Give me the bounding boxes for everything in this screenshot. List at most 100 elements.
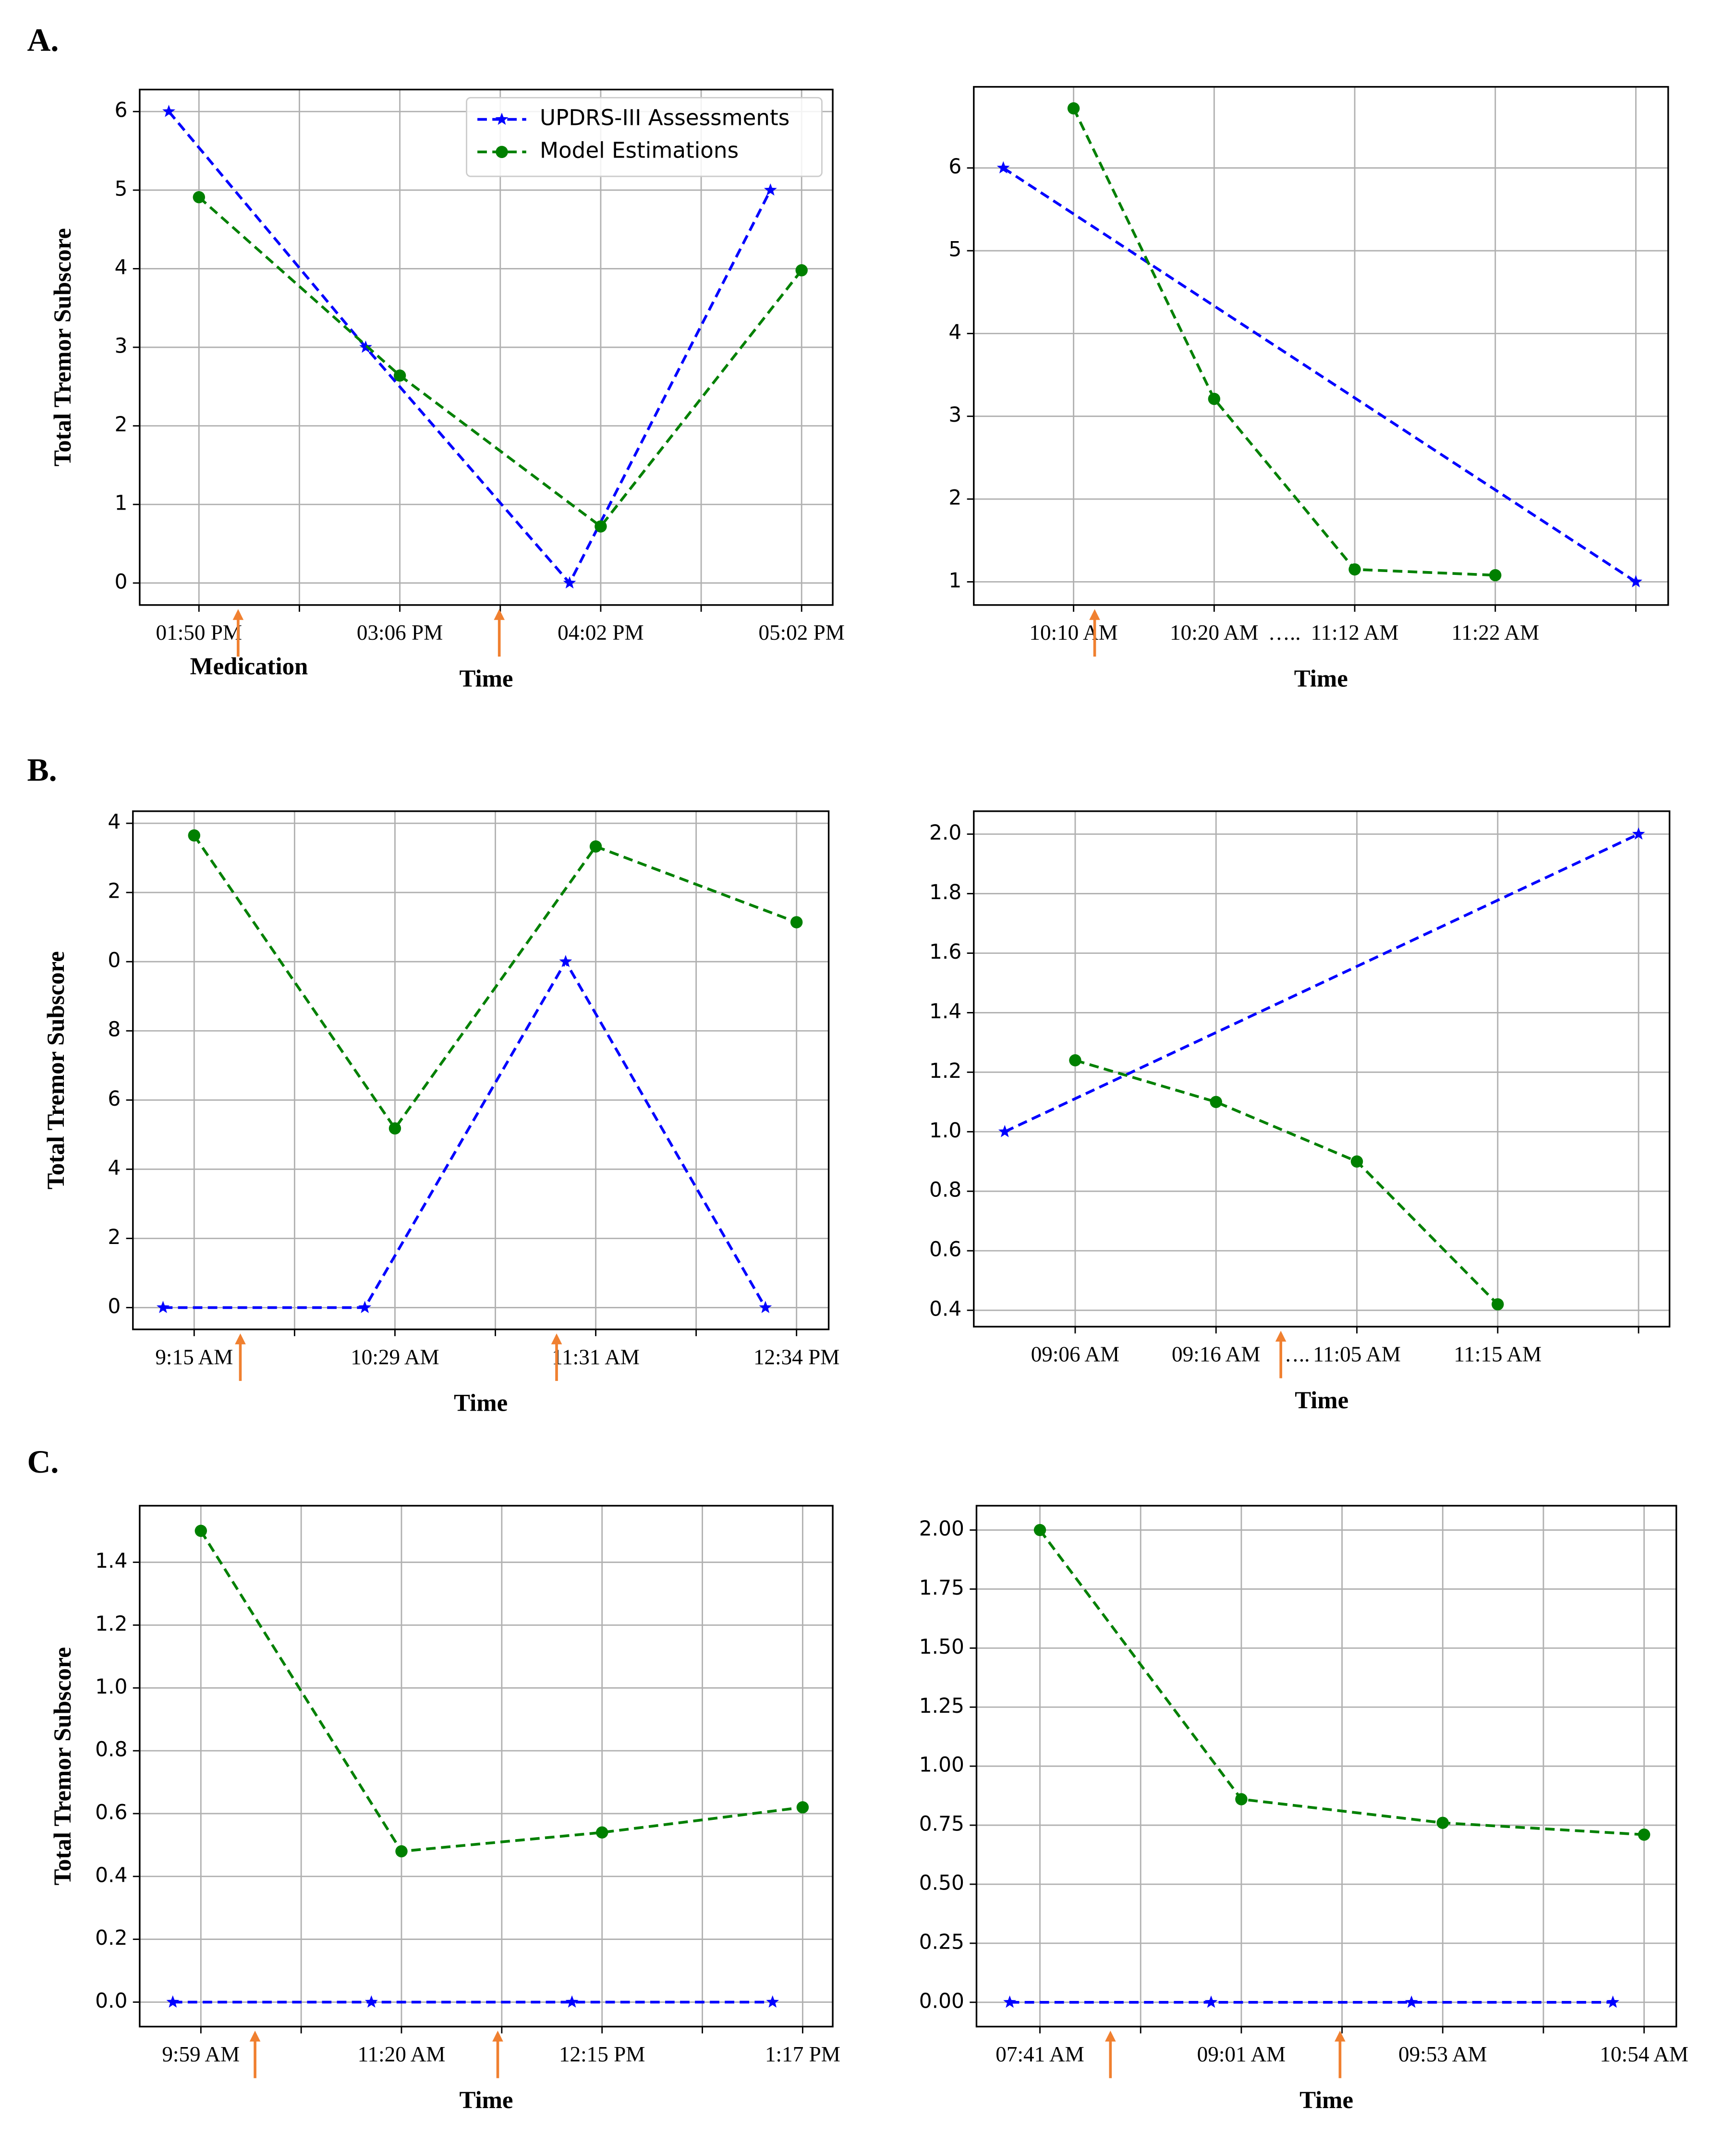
circle-marker — [388, 1122, 401, 1135]
y-tick-label: 0 — [108, 949, 121, 972]
x-tick-label: 10:20 AM — [1170, 621, 1258, 645]
y-tick-label: 1.4 — [929, 1000, 961, 1023]
x-axis-label: Time — [1299, 2086, 1353, 2113]
x-tick-label: 03:06 PM — [357, 621, 443, 645]
plot-frame — [973, 86, 1669, 606]
y-tick-label: 1.6 — [929, 940, 961, 963]
arrow-head — [1335, 2030, 1346, 2042]
y-tick-label: 1 — [115, 491, 128, 515]
x-tick-label: 11:05 AM — [1313, 1342, 1401, 1366]
y-tick-label: 5 — [115, 177, 128, 200]
series-line — [199, 1530, 803, 1853]
subplot: 1 2 3 4 5 6 10:10 AM 10:20 AM 11:12 AM 11:22 AM ….… — [948, 86, 1669, 692]
y-tick-label: 0.4 — [95, 1863, 127, 1887]
y-tick-label: 4 — [108, 810, 121, 834]
y-tick-label: 2.00 — [919, 1517, 964, 1540]
panel-label: B. — [27, 752, 57, 788]
circle-marker — [188, 829, 201, 842]
series-line — [1039, 1529, 1644, 1836]
star-marker — [1629, 575, 1642, 587]
y-tick-label: 3 — [115, 334, 128, 358]
star-marker — [1632, 827, 1645, 840]
arrow-head — [1089, 609, 1100, 620]
x-tick-label: 9:59 AM — [162, 2042, 240, 2066]
y-tick-label: 2 — [948, 486, 961, 510]
circle-marker — [1348, 563, 1361, 576]
y-tick-label: 6 — [948, 155, 961, 178]
series-line — [1002, 167, 1637, 583]
y-tick-label: 1.75 — [919, 1576, 964, 1599]
circle-marker — [393, 369, 406, 382]
star-marker — [766, 1995, 779, 2008]
x-tick-label: 11:12 AM — [1311, 621, 1399, 645]
y-tick-label: 1.4 — [95, 1549, 127, 1573]
circle-marker — [595, 520, 607, 533]
series-line — [168, 110, 772, 585]
y-axis-label: Total Tremor Subscore — [49, 228, 76, 466]
arrow-head — [492, 2030, 503, 2042]
y-tick-label: 0.6 — [95, 1800, 127, 1824]
legend-box — [466, 97, 823, 177]
x-tick-label: 10:10 AM — [1029, 621, 1117, 645]
x-tick-label: 11:15 AM — [1454, 1342, 1542, 1366]
star-marker — [1606, 1995, 1620, 2008]
circle-marker — [194, 1524, 207, 1537]
circle-marker — [193, 191, 206, 204]
y-tick-label: 0.8 — [95, 1738, 127, 1761]
axis-break: ….. — [1268, 621, 1301, 645]
arrow-head — [249, 2030, 261, 2042]
plot-frame — [975, 1505, 1677, 2028]
y-tick-label: 3 — [948, 403, 961, 427]
axis-break: ….. — [1277, 1342, 1310, 1366]
circle-marker — [1350, 1155, 1363, 1168]
y-tick-label: 4 — [948, 320, 961, 344]
x-axis-label: Time — [1294, 665, 1348, 692]
star-marker — [996, 161, 1010, 174]
y-tick-label: 1.2 — [929, 1059, 961, 1083]
y-tick-label: 4 — [115, 256, 128, 279]
y-tick-label: 0.50 — [919, 1871, 964, 1894]
x-tick-label: 07:41 AM — [995, 2042, 1084, 2066]
y-axis-label: Total Tremor Subscore — [42, 951, 69, 1189]
star-marker — [1204, 1995, 1218, 2008]
y-axis-label: Total Tremor Subscore — [49, 1647, 76, 1885]
star-marker — [1405, 1995, 1418, 2008]
y-tick-label: 0.6 — [929, 1238, 961, 1261]
circle-marker — [796, 1801, 809, 1814]
plot-frame — [139, 88, 834, 606]
subplot: 0.4 0.6 0.8 1.0 1.2 1.4 1.6 1.8 2.0 09:06 AM 09:16… — [929, 810, 1671, 1414]
series-line — [193, 834, 797, 1131]
circle-marker — [1436, 1817, 1449, 1829]
subplot: 0.00 0.25 0.50 0.75 1.00 1.25 1.50 1.75 2.00 07:4… — [919, 1505, 1688, 2113]
x-axis-label: Time — [459, 2086, 513, 2113]
star-marker — [759, 1301, 772, 1313]
star-marker — [559, 955, 572, 967]
y-tick-label: 1.2 — [95, 1612, 127, 1635]
x-tick-label: 12:34 PM — [753, 1345, 839, 1369]
plot-frame — [132, 810, 830, 1330]
y-tick-label: 1 — [948, 569, 961, 592]
series-line — [198, 196, 803, 528]
legend-marker — [496, 146, 508, 159]
x-axis-label: Time — [459, 665, 513, 692]
circle-marker — [1492, 1298, 1504, 1311]
x-tick-label: 11:22 AM — [1451, 621, 1539, 645]
legend-marker — [495, 112, 509, 125]
y-tick-label: 6 — [115, 98, 128, 122]
star-marker — [364, 1995, 378, 2008]
y-tick-label: 1.0 — [95, 1675, 127, 1698]
y-tick-label: 4 — [108, 1156, 121, 1180]
legend-label: Model Estimations — [540, 137, 739, 163]
star-marker — [162, 105, 175, 117]
y-tick-label: 0.75 — [919, 1812, 964, 1836]
series-line — [1072, 108, 1495, 577]
star-marker — [166, 1995, 180, 2008]
circle-marker — [1208, 392, 1221, 405]
y-tick-label: 1.0 — [929, 1119, 961, 1142]
subplot: 0 1 2 3 4 5 6 01:50 PM 03:06 PM 04:02 PM 05:02 PM M… — [49, 88, 845, 692]
circle-marker — [595, 1826, 608, 1839]
x-tick-label: 10:54 AM — [1600, 2042, 1688, 2066]
x-tick-label: 09:06 AM — [1031, 1342, 1119, 1366]
y-tick-label: 0.8 — [929, 1178, 961, 1202]
